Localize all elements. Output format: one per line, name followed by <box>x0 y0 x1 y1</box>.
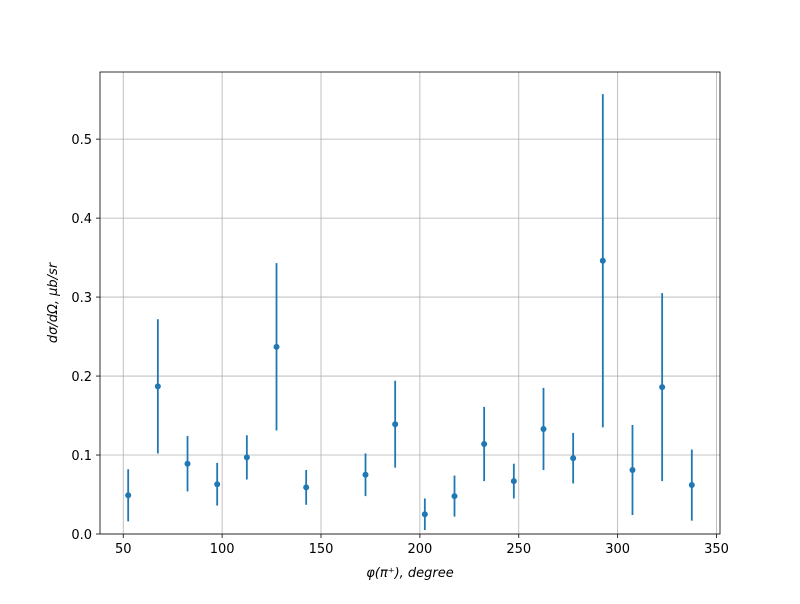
data-point <box>214 481 221 488</box>
x-tick-label: 150 <box>309 542 334 557</box>
y-axis-label: dσ/dΩ, μb/sr <box>46 261 61 343</box>
data-point <box>481 440 488 447</box>
data-point <box>510 478 517 485</box>
x-tick-label: 200 <box>407 542 432 557</box>
y-tick-label: 0.1 <box>71 449 92 464</box>
y-tick-label: 0.4 <box>71 212 92 227</box>
data-point <box>570 455 577 462</box>
x-axis-label: φ(π⁺), degree <box>366 566 454 581</box>
data-point <box>243 454 250 461</box>
data-point <box>154 383 161 390</box>
data-point <box>540 425 547 432</box>
data-point <box>273 343 280 350</box>
y-tick-label: 0.2 <box>71 370 92 385</box>
data-point <box>392 421 399 428</box>
data-point <box>659 384 666 391</box>
data-point <box>125 492 132 499</box>
x-tick-label: 100 <box>210 542 235 557</box>
y-tick-label: 0.5 <box>71 133 92 148</box>
data-point <box>629 467 636 474</box>
y-tick-label: 0.3 <box>71 291 92 306</box>
x-tick-label: 300 <box>605 542 630 557</box>
data-point <box>184 460 191 467</box>
y-tick-label: 0.0 <box>71 528 92 543</box>
data-point <box>599 257 606 264</box>
data-point <box>421 511 428 518</box>
data-point <box>688 482 695 489</box>
plot-frame <box>99 71 721 535</box>
x-tick-label: 50 <box>115 542 132 557</box>
data-point <box>362 471 369 478</box>
data-point <box>451 493 458 500</box>
x-tick-label: 250 <box>506 542 531 557</box>
x-tick-label: 350 <box>704 542 729 557</box>
data-point <box>303 484 310 491</box>
